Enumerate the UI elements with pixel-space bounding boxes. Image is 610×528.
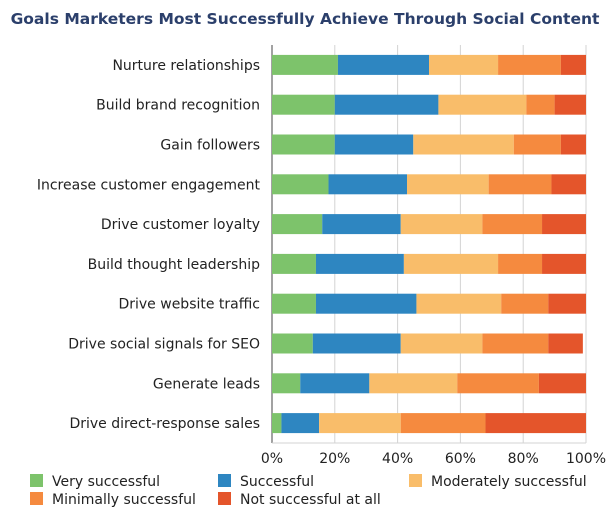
- bar-segment: [272, 333, 313, 354]
- category-label: Drive social signals for SEO: [68, 337, 260, 353]
- bar-segment: [501, 293, 549, 314]
- bar-segment: [400, 333, 483, 354]
- x-tick-label: 40%: [382, 451, 413, 467]
- bar-segment: [319, 413, 401, 434]
- bar-segment: [369, 373, 458, 394]
- bar-segment: [560, 54, 586, 75]
- bar-segment: [400, 413, 486, 434]
- bar-segment: [272, 54, 338, 75]
- category-label: Drive website traffic: [118, 297, 260, 313]
- bar-segment: [272, 253, 316, 274]
- bar-segment: [272, 134, 335, 155]
- bar-segment: [272, 413, 282, 434]
- bar-segment: [334, 134, 414, 155]
- bar-segment: [498, 54, 561, 75]
- bar-segment: [542, 253, 586, 274]
- bar-segment: [526, 94, 555, 115]
- legend-swatch: [409, 474, 422, 487]
- x-tick-label: 60%: [445, 451, 476, 467]
- legend-swatch: [30, 492, 43, 505]
- bar-segment: [457, 373, 539, 394]
- bar-segment: [315, 253, 404, 274]
- bar-segment: [485, 413, 586, 434]
- legend-swatch: [30, 474, 43, 487]
- bar-segment: [315, 293, 417, 314]
- bar-segment: [548, 333, 583, 354]
- bar-segment: [551, 174, 586, 195]
- bar-segment: [272, 94, 335, 115]
- x-axis-ticks: 0% 20% 40% 60% 80% 100%: [261, 451, 606, 467]
- category-labels: Nurture relationships Build brand recogni…: [37, 58, 261, 432]
- bar-segment: [413, 134, 514, 155]
- category-label: Gain followers: [160, 138, 260, 154]
- bar-segment: [488, 174, 552, 195]
- bar-segment: [498, 253, 543, 274]
- bar-segment: [482, 214, 543, 235]
- bar-segment: [548, 293, 586, 314]
- bar-segment: [438, 94, 527, 115]
- bar-segment: [272, 214, 323, 235]
- bar-segment: [560, 134, 586, 155]
- bar-segment: [542, 214, 586, 235]
- bar-segment: [482, 333, 549, 354]
- bars: [272, 54, 586, 434]
- legend-swatch: [218, 492, 231, 505]
- category-label: Build thought leadership: [88, 257, 260, 273]
- bar-segment: [429, 54, 499, 75]
- bar-segment: [416, 293, 502, 314]
- bar-segment: [312, 333, 401, 354]
- bar-segment: [554, 94, 586, 115]
- bar-segment: [322, 214, 401, 235]
- category-label: Nurture relationships: [112, 58, 260, 74]
- bar-segment: [272, 293, 316, 314]
- chart-title: Goals Marketers Most Successfully Achiev…: [11, 10, 600, 28]
- bar-segment: [337, 54, 429, 75]
- legend-label: Successful: [240, 474, 314, 490]
- legend-swatch: [218, 474, 231, 487]
- bar-segment: [328, 174, 408, 195]
- legend-label: Not successful at all: [240, 492, 381, 508]
- x-tick-label: 20%: [319, 451, 350, 467]
- bar-segment: [407, 174, 489, 195]
- bar-segment: [334, 94, 439, 115]
- x-tick-label: 100%: [566, 451, 606, 467]
- legend-label: Minimally successful: [52, 492, 196, 508]
- bar-segment: [281, 413, 320, 434]
- x-tick-label: 0%: [261, 451, 283, 467]
- bar-segment: [272, 373, 301, 394]
- bar-segment: [272, 174, 329, 195]
- category-label: Drive direct-response sales: [69, 416, 260, 432]
- bar-segment: [538, 373, 586, 394]
- legend-label: Moderately successful: [431, 474, 587, 490]
- x-tick-label: 80%: [508, 451, 539, 467]
- bar-segment: [400, 214, 483, 235]
- legend: Very successful Successful Moderately succ…: [30, 474, 587, 508]
- legend-label: Very successful: [52, 474, 160, 490]
- category-label: Drive customer loyalty: [101, 217, 260, 233]
- category-label: Generate leads: [153, 376, 260, 392]
- category-label: Increase customer engagement: [37, 177, 261, 193]
- bar-segment: [513, 134, 561, 155]
- bar-segment: [300, 373, 370, 394]
- bar-segment: [403, 253, 499, 274]
- category-label: Build brand recognition: [96, 98, 260, 114]
